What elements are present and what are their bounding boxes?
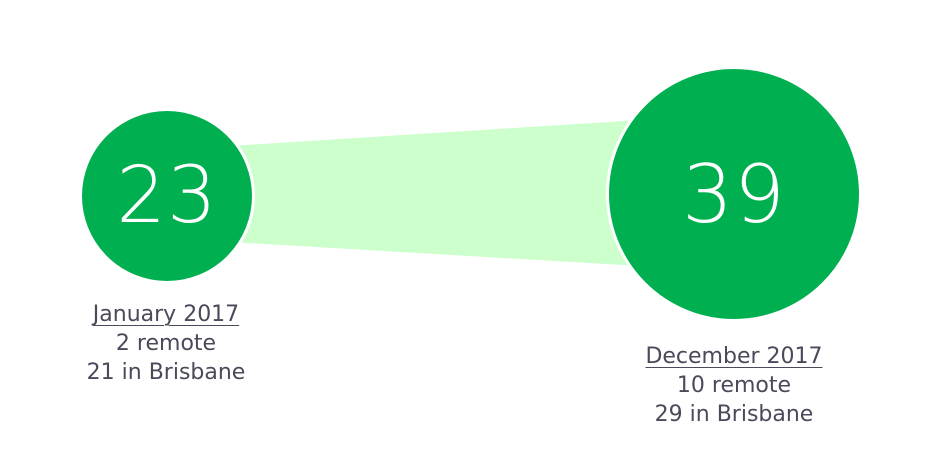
end-remote: 10 remote bbox=[676, 373, 792, 398]
end-local: 29 in Brisbane bbox=[654, 402, 814, 427]
end-date: December 2017 bbox=[645, 344, 823, 369]
connector-band bbox=[230, 120, 640, 266]
start-caption: January 2017 2 remote 21 in Brisbane bbox=[36, 300, 296, 387]
end-caption: December 2017 10 remote 29 in Brisbane bbox=[604, 342, 864, 429]
start-remote: 2 remote bbox=[115, 331, 217, 356]
start-date: January 2017 bbox=[92, 302, 240, 327]
start-count: 23 bbox=[116, 151, 218, 241]
start-local: 21 in Brisbane bbox=[86, 360, 246, 385]
end-count: 39 bbox=[682, 147, 786, 241]
end-count-circle: 39 bbox=[606, 66, 862, 322]
start-count-circle: 23 bbox=[79, 108, 255, 284]
